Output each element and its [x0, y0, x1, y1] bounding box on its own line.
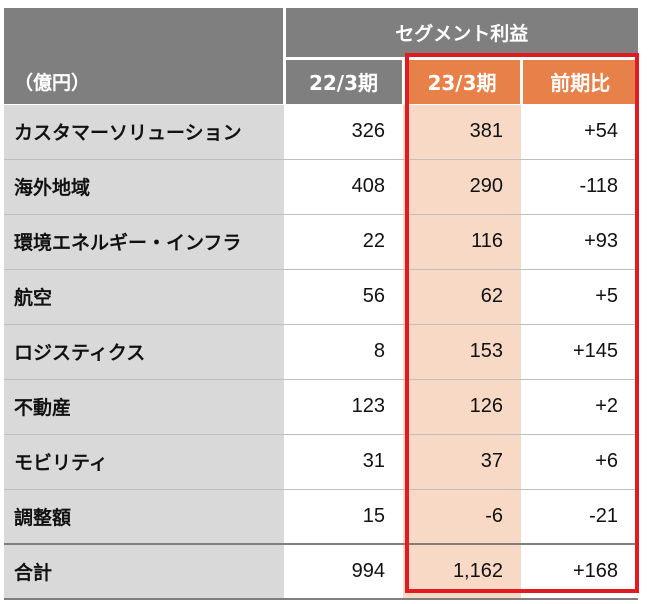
diff-value: +5 — [521, 268, 639, 325]
prev-value: 8 — [284, 323, 403, 380]
total-prev-value: 994 — [284, 543, 403, 600]
total-current-value: 1,162 — [403, 543, 521, 600]
segment-label: 不動産 — [4, 378, 284, 435]
prev-value: 326 — [284, 103, 403, 160]
diff-value: +2 — [521, 378, 639, 435]
prev-value: 15 — [284, 488, 403, 544]
segment-label: 海外地域 — [4, 158, 284, 215]
prev-value: 123 — [284, 378, 403, 435]
column-header-current: 23/3期 — [401, 58, 521, 104]
diff-value: +6 — [521, 433, 639, 490]
segment-label: 航空 — [4, 268, 284, 325]
table-row: 海外地域 408 290 -118 — [4, 158, 639, 215]
segment-label: 環境エネルギー・インフラ — [4, 213, 284, 270]
diff-value: +54 — [521, 103, 639, 160]
current-value: 37 — [403, 433, 521, 490]
column-header-prev: 22/3期 — [282, 58, 403, 104]
segment-label: 調整額 — [4, 488, 284, 544]
current-value: 381 — [403, 103, 521, 160]
table-row: カスタマーソリューション 326 381 +54 — [4, 103, 639, 160]
segment-label: カスタマーソリューション — [4, 103, 284, 160]
segment-label: モビリティ — [4, 433, 284, 490]
current-value: -6 — [403, 488, 521, 544]
table-row: ロジスティクス 8 153 +145 — [4, 323, 639, 380]
current-value: 126 — [403, 378, 521, 435]
current-value: 153 — [403, 323, 521, 380]
total-label: 合計 — [4, 543, 284, 600]
prev-value: 22 — [284, 213, 403, 270]
group-header: セグメント利益 — [282, 8, 639, 60]
diff-value: -118 — [521, 158, 639, 215]
table-row: 環境エネルギー・インフラ 22 116 +93 — [4, 213, 639, 270]
prev-value: 31 — [284, 433, 403, 490]
table-row: モビリティ 31 37 +6 — [4, 433, 639, 490]
prev-value: 56 — [284, 268, 403, 325]
diff-value: +93 — [521, 213, 639, 270]
total-diff-value: +168 — [521, 543, 639, 600]
total-row: 合計 994 1,162 +168 — [4, 543, 639, 600]
unit-label: （億円） — [4, 8, 284, 104]
current-value: 290 — [403, 158, 521, 215]
column-header-diff: 前期比 — [519, 58, 639, 104]
diff-value: -21 — [521, 488, 639, 544]
table-row: 調整額 15 -6 -21 — [4, 488, 639, 544]
prev-value: 408 — [284, 158, 403, 215]
current-value: 116 — [403, 213, 521, 270]
diff-value: +145 — [521, 323, 639, 380]
current-value: 62 — [403, 268, 521, 325]
segment-label: ロジスティクス — [4, 323, 284, 380]
header-row-group: （億円） セグメント利益 — [4, 8, 639, 104]
header-row-columns: 22/3期 23/3期 前期比 — [4, 58, 639, 104]
segment-profit-table: （億円） セグメント利益 22/3期 23/3期 前期比 カスタマーソリューショ… — [4, 8, 639, 600]
table-row: 航空 56 62 +5 — [4, 268, 639, 325]
table-row: 不動産 123 126 +2 — [4, 378, 639, 435]
